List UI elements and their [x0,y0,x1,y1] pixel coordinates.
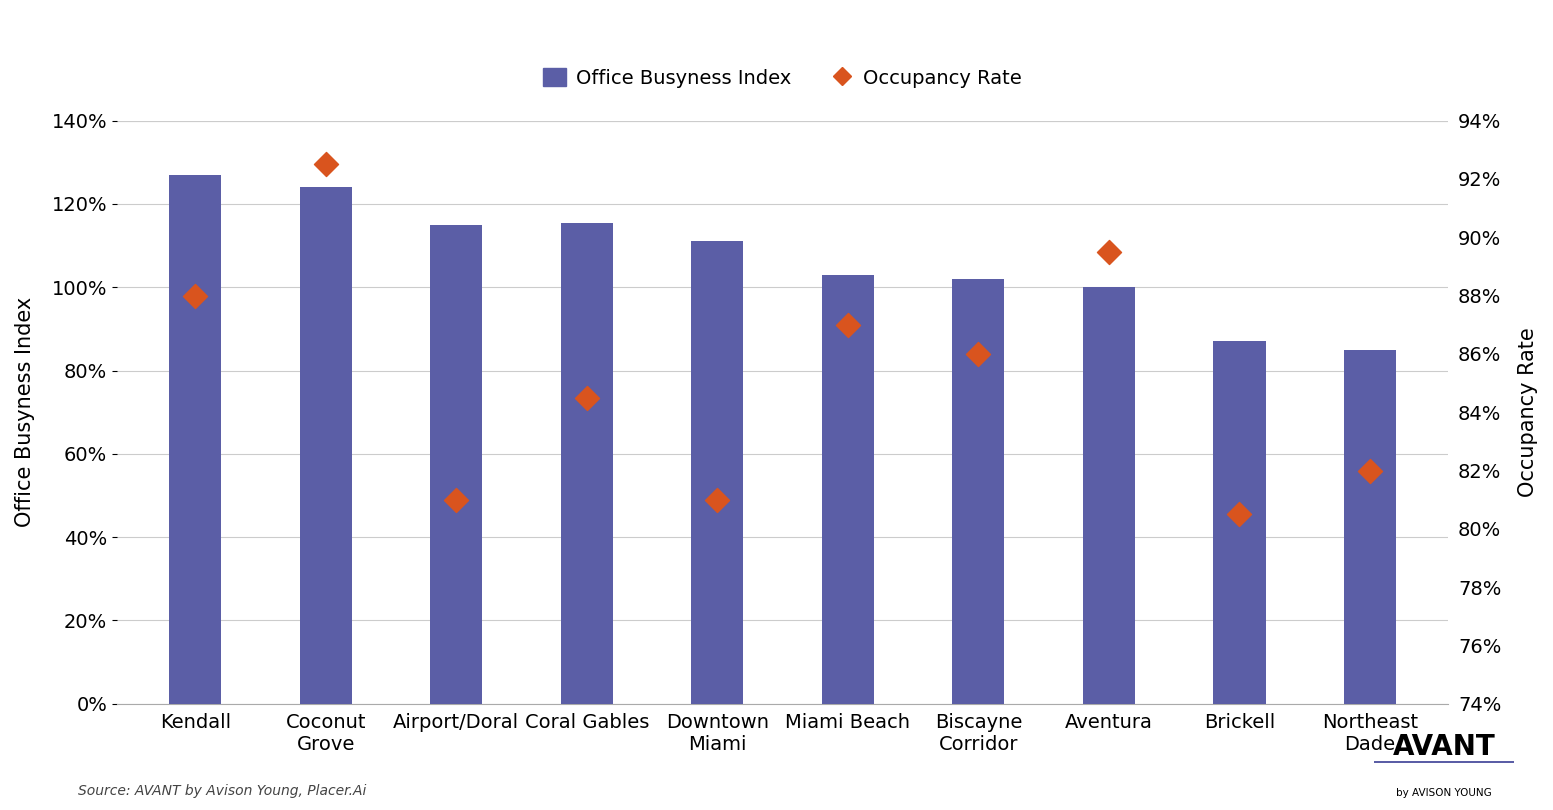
Point [1096,245,1121,258]
Y-axis label: Office Busyness Index: Office Busyness Index [16,297,36,527]
Text: AVANT: AVANT [1393,733,1496,761]
Point [444,493,469,506]
Point [183,289,208,302]
Point [966,347,991,360]
Point [314,158,339,171]
Legend: Office Busyness Index, Occupancy Rate: Office Busyness Index, Occupancy Rate [536,61,1030,96]
Point [836,318,860,331]
Bar [169,175,222,704]
Point [705,493,730,506]
Point [1227,508,1252,521]
Y-axis label: Occupancy Rate: Occupancy Rate [1517,327,1537,497]
Bar [430,224,483,704]
Bar [691,241,744,704]
Bar [822,275,874,704]
Bar [952,279,1005,704]
Bar [1082,288,1135,704]
Bar [561,223,613,704]
Point [1357,464,1382,477]
Bar [1213,341,1266,704]
Bar [1343,350,1396,704]
Bar [300,187,353,704]
Text: by AVISON YOUNG: by AVISON YOUNG [1396,788,1492,798]
Text: Source: AVANT by Avison Young, Placer.Ai: Source: AVANT by Avison Young, Placer.Ai [78,784,367,798]
Point [575,391,599,404]
